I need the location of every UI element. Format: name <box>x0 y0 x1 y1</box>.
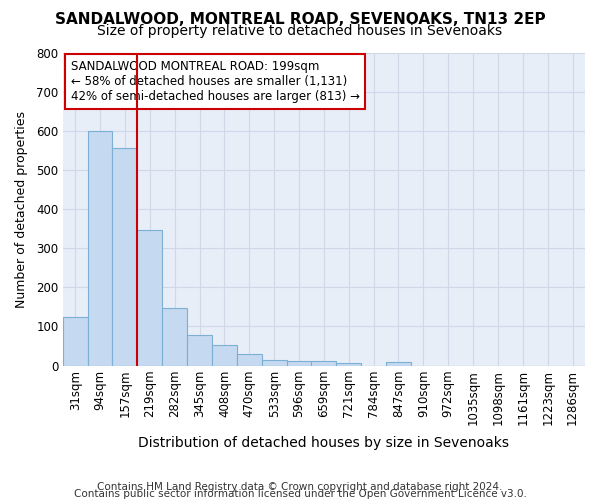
Bar <box>212 345 237 366</box>
Y-axis label: Number of detached properties: Number of detached properties <box>15 110 28 308</box>
Bar <box>187 336 212 366</box>
Bar <box>137 230 162 366</box>
Text: Contains public sector information licensed under the Open Government Licence v3: Contains public sector information licen… <box>74 489 526 499</box>
Bar <box>88 131 112 366</box>
Bar <box>287 360 311 366</box>
Bar <box>337 363 361 366</box>
Bar <box>112 148 137 366</box>
Text: Size of property relative to detached houses in Sevenoaks: Size of property relative to detached ho… <box>97 24 503 38</box>
Text: SANDALWOOD, MONTREAL ROAD, SEVENOAKS, TN13 2EP: SANDALWOOD, MONTREAL ROAD, SEVENOAKS, TN… <box>55 12 545 28</box>
Bar <box>262 360 287 366</box>
Bar <box>63 316 88 366</box>
Bar <box>386 362 411 366</box>
Bar <box>162 308 187 366</box>
Text: Contains HM Land Registry data © Crown copyright and database right 2024.: Contains HM Land Registry data © Crown c… <box>97 482 503 492</box>
Text: SANDALWOOD MONTREAL ROAD: 199sqm
← 58% of detached houses are smaller (1,131)
42: SANDALWOOD MONTREAL ROAD: 199sqm ← 58% o… <box>71 60 359 104</box>
Bar <box>237 354 262 366</box>
Bar <box>311 360 337 366</box>
X-axis label: Distribution of detached houses by size in Sevenoaks: Distribution of detached houses by size … <box>139 436 509 450</box>
